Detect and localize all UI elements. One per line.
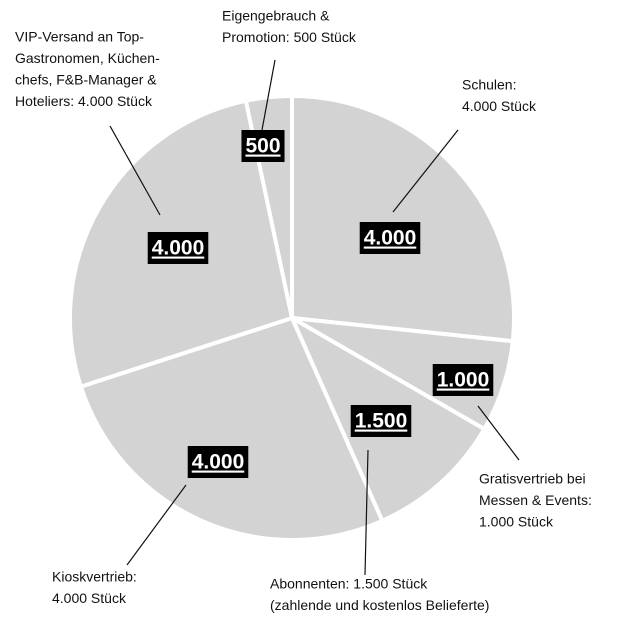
value-label-box	[187, 446, 249, 478]
leader-line	[261, 59, 276, 131]
value-label: 4.000	[192, 451, 245, 474]
value-label: 500	[245, 135, 280, 158]
value-label: 1.500	[355, 410, 408, 433]
value-label: 4.000	[152, 237, 205, 260]
slice-label: 1.000 Stück	[479, 514, 554, 530]
slice-label: Abonnenten: 1.500 Stück	[270, 576, 428, 592]
pie-slice	[78, 315, 385, 542]
slice-label: 4.000 Stück	[52, 590, 127, 606]
leader-line	[477, 405, 520, 461]
slice-label: Promotion: 500 Stück	[222, 29, 357, 45]
leader-line	[392, 129, 459, 213]
value-label-box	[359, 222, 421, 254]
slice-label: Hoteliers: 4.000 Stück	[15, 93, 153, 109]
leader-line	[126, 484, 187, 566]
value-label-box	[147, 232, 209, 264]
slice-label: Eigengebrauch &	[222, 8, 330, 24]
slice-label: Schulen:	[462, 77, 516, 93]
slice-label: (zahlende und kostenlos Belieferte)	[270, 597, 489, 613]
slice-label: Messen & Events:	[479, 492, 592, 508]
value-label-box	[350, 405, 412, 437]
leader-line	[364, 449, 369, 576]
value-label: 1.000	[437, 369, 490, 392]
slice-label: Gratisvertrieb bei	[479, 471, 586, 487]
slice-label: Gastronomen, Küchen-	[15, 50, 160, 66]
value-label-box	[241, 130, 285, 162]
slice-label: 4.000 Stück	[462, 98, 537, 114]
pie-slice	[290, 93, 516, 344]
slice-label: VIP-Versand an Top-	[15, 29, 144, 45]
value-label-box	[432, 364, 494, 396]
leader-line	[109, 125, 161, 216]
slice-label: chefs, F&B-Manager &	[15, 72, 157, 88]
slice-label: Kioskvertrieb:	[52, 569, 137, 585]
value-label: 4.000	[364, 227, 417, 250]
